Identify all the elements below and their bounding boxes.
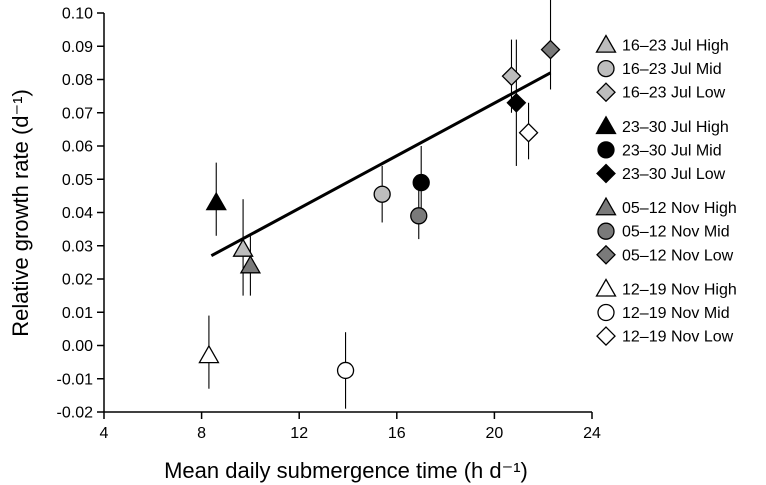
legend-label: 05–12 Nov Mid: [622, 224, 730, 241]
error-bars: [208, 0, 552, 409]
y-tick-label: 0.04: [62, 205, 93, 222]
y-axis-title: Relative growth rate (d⁻¹): [8, 89, 33, 337]
data-point: [239, 254, 262, 274]
legend-marker: [597, 303, 615, 322]
data-point: [412, 173, 430, 192]
y-tick-label: 0.08: [62, 72, 93, 89]
data-point: [540, 39, 561, 60]
y-tick-label: 0.06: [62, 139, 93, 156]
data-point: [373, 185, 391, 203]
legend-label: 23–30 Jul Mid: [622, 142, 722, 159]
legend-label: 12–19 Nov Mid: [622, 305, 730, 322]
legend-marker: [595, 196, 617, 216]
legend-marker: [596, 163, 616, 184]
y-tick-label: 0.09: [62, 39, 93, 56]
legend-marker: [595, 115, 617, 135]
data-point: [232, 238, 254, 257]
y-tick-label: 0.03: [62, 238, 93, 255]
legend-marker: [596, 326, 616, 347]
data-point: [410, 207, 428, 225]
data-point: [501, 66, 522, 87]
legend-marker: [597, 222, 615, 240]
x-tick-label: 12: [290, 425, 308, 442]
data-point: [205, 191, 227, 211]
trend-line-group: [210, 71, 552, 258]
legend-label: 16–23 Jul High: [622, 38, 729, 55]
x-tick-label: 4: [100, 425, 109, 442]
data-point: [198, 344, 220, 364]
y-tick-label: 0.07: [62, 105, 93, 122]
y-tick-label: -0.02: [57, 405, 94, 422]
legend-label: 05–12 Nov High: [622, 200, 737, 217]
legend-marker: [597, 59, 615, 78]
legend-marker: [595, 34, 617, 53]
axes: -0.02 -0.01 0.00 0.01 0.02 0.03 0.04 0.05 0.06 0.…: [57, 6, 601, 443]
x-tick-label: 16: [388, 425, 406, 442]
legend-marker: [596, 244, 616, 265]
x-tick-label: 8: [197, 425, 206, 442]
data-point: [518, 122, 539, 143]
legend-label: 23–30 Jul High: [622, 119, 729, 136]
y-tick-label: -0.01: [57, 371, 94, 388]
legend-label: 16–23 Jul Mid: [622, 61, 722, 78]
data-point: [336, 361, 355, 380]
y-tick-label: 0.10: [62, 6, 93, 23]
y-tick-label: 0.05: [62, 172, 93, 189]
x-tick-label: 20: [486, 425, 504, 442]
legend-label: 23–30 Jul Low: [622, 166, 726, 183]
y-tick-label: 0.01: [62, 305, 93, 322]
data-point: [506, 92, 527, 113]
legend: 16–23 Jul High 16–23 Jul Mid 16–23 Jul Low…: [595, 34, 737, 347]
legend-label: 16–23 Jul Low: [622, 85, 726, 102]
legend-label: 12–19 Nov High: [622, 281, 737, 298]
x-axis-title: Mean daily submergence time (h d⁻¹): [164, 458, 528, 483]
legend-marker: [597, 141, 615, 159]
trend-line: [210, 71, 552, 258]
legend-label: 05–12 Nov Low: [622, 247, 734, 264]
legend-marker: [595, 278, 617, 297]
legend-marker: [596, 82, 616, 103]
y-tick-label: 0.00: [62, 338, 93, 355]
x-tick-label: 24: [583, 425, 601, 442]
data-points: [198, 39, 561, 380]
y-tick-label: 0.02: [62, 272, 93, 289]
legend-label: 12–19 Nov Low: [622, 329, 734, 346]
